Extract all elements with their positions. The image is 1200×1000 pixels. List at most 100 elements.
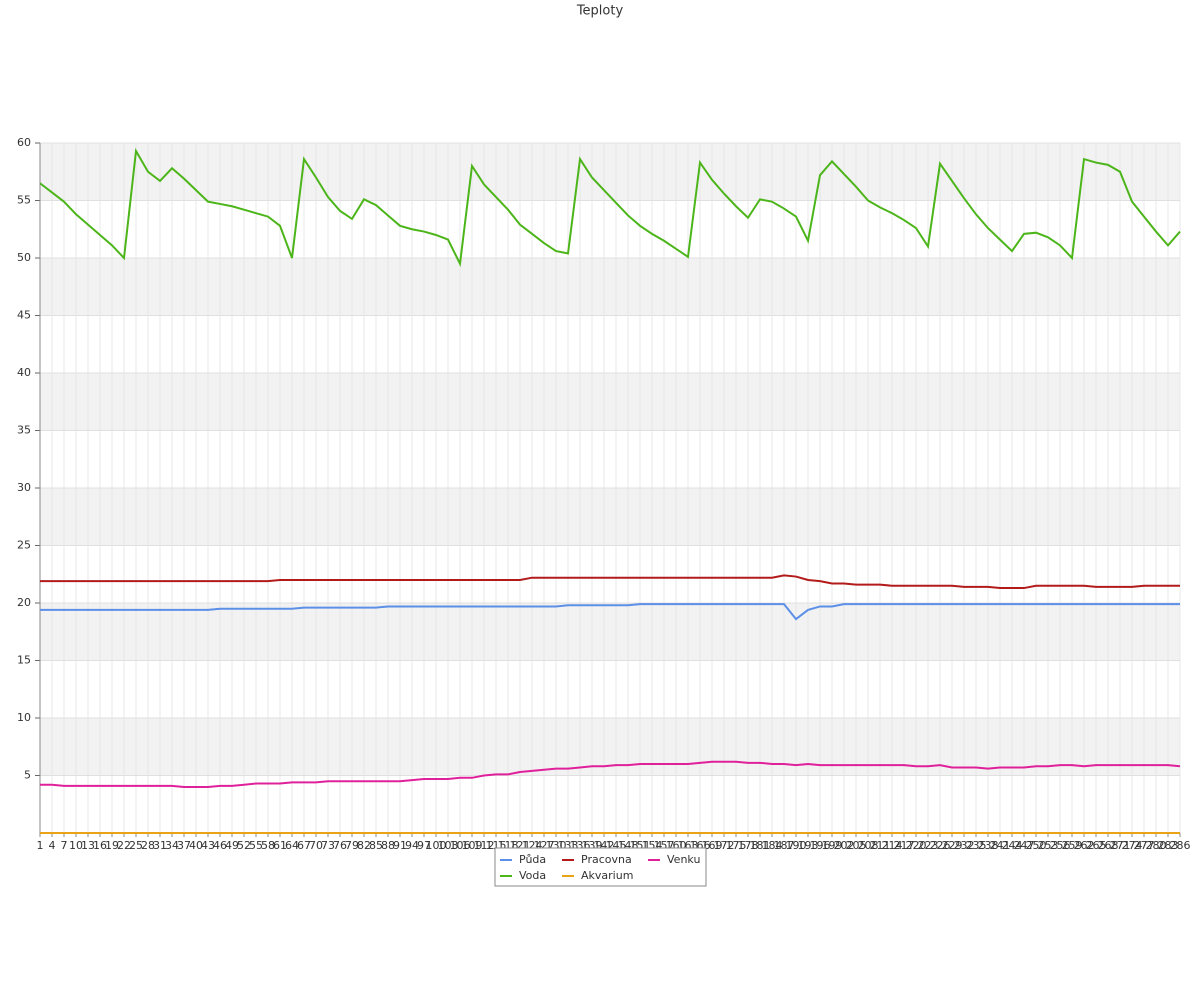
x-tick-label: 277 <box>1134 839 1155 852</box>
x-tick-label: 283 <box>1158 839 1179 852</box>
x-tick-label: 262 <box>1074 839 1095 852</box>
x-tick-label: 253 <box>1038 839 1059 852</box>
x-tick-label: 265 <box>1086 839 1107 852</box>
x-tick-label: 91 <box>393 839 407 852</box>
x-tick-label: 112 <box>474 839 495 852</box>
x-tick-label: 73 <box>321 839 335 852</box>
grid-band <box>40 373 1180 431</box>
x-tick-label: 70 <box>309 839 323 852</box>
x-tick-label: 286 <box>1170 839 1191 852</box>
line-series <box>40 574 1180 590</box>
y-tick-label: 40 <box>17 366 31 379</box>
x-tick-label: 52 <box>237 839 251 852</box>
x-tick-label: 103 <box>438 839 459 852</box>
x-tick-label: 247 <box>1014 839 1035 852</box>
grid-band <box>40 143 1180 201</box>
x-tick-label: 184 <box>762 839 783 852</box>
x-tick-label: 10 <box>69 839 83 852</box>
y-tick-label: 5 <box>24 769 31 782</box>
x-tick-label: 259 <box>1062 839 1083 852</box>
y-tick-label: 20 <box>17 596 31 609</box>
x-tick-label: 7 <box>61 839 68 852</box>
grid-band <box>40 603 1180 661</box>
legend-label: Pracovna <box>581 853 632 866</box>
x-tick-label: 169 <box>702 839 723 852</box>
x-tick-label: 94 <box>405 839 419 852</box>
grid-band <box>40 258 1180 316</box>
x-tick-label: 274 <box>1122 839 1143 852</box>
x-tick-label: 241 <box>990 839 1011 852</box>
x-tick-label: 187 <box>774 839 795 852</box>
x-tick-label: 1 <box>37 839 44 852</box>
x-tick-label: 64 <box>285 839 299 852</box>
x-tick-label: 205 <box>846 839 867 852</box>
chart-title: Teploty <box>576 4 624 19</box>
y-tick-label: 25 <box>17 539 31 552</box>
x-tick-label: 34 <box>165 839 179 852</box>
x-tick-label: 226 <box>930 839 951 852</box>
legend-label: Venku <box>667 853 700 866</box>
x-tick-label: 106 <box>450 839 471 852</box>
x-tick-label: 235 <box>966 839 987 852</box>
x-tick-label: 109 <box>462 839 483 852</box>
x-tick-label: 67 <box>297 839 311 852</box>
x-tick-label: 223 <box>918 839 939 852</box>
x-tick-label: 88 <box>381 839 395 852</box>
y-tick-label: 30 <box>17 481 31 494</box>
x-tick-label: 229 <box>942 839 963 852</box>
x-tick-label: 97 <box>417 839 431 852</box>
y-tick-label: 35 <box>17 424 31 437</box>
x-tick-label: 178 <box>738 839 759 852</box>
y-tick-label: 50 <box>17 251 31 264</box>
legend: Půda Voda Pracovna Akvarium Venku <box>494 847 707 887</box>
x-tick-label: 4 <box>49 839 56 852</box>
x-tick-label: 40 <box>189 839 203 852</box>
x-tick-label: 100 <box>426 839 447 852</box>
x-tick-label: 256 <box>1050 839 1071 852</box>
line-series <box>40 603 1180 621</box>
x-tick-label: 280 <box>1146 839 1167 852</box>
line-series <box>40 760 1181 788</box>
x-tick-label: 202 <box>834 839 855 852</box>
x-tick-label: 55 <box>249 839 263 852</box>
x-tick-label: 175 <box>726 839 747 852</box>
x-tick-label: 199 <box>822 839 843 852</box>
x-tick-label: 238 <box>978 839 999 852</box>
x-tick-label: 79 <box>345 839 359 852</box>
x-tick-label: 82 <box>357 839 371 852</box>
x-tick-label: 37 <box>177 839 191 852</box>
x-tick-label: 19 <box>105 839 119 852</box>
x-tick-label: 250 <box>1026 839 1047 852</box>
y-tick-label: 15 <box>17 654 31 667</box>
line-series <box>39 147 1181 268</box>
x-tick-label: 211 <box>870 839 891 852</box>
x-tick-label: 76 <box>333 839 347 852</box>
x-tick-label: 46 <box>213 839 227 852</box>
x-tick-label: 220 <box>906 839 927 852</box>
x-tick-label: 58 <box>261 839 275 852</box>
x-tick-label: 13 <box>81 839 95 852</box>
x-tick-label: 25 <box>129 839 143 852</box>
x-tick-label: 190 <box>786 839 807 852</box>
x-tick-label: 28 <box>141 839 155 852</box>
x-tick-label: 181 <box>750 839 771 852</box>
y-tick-label: 45 <box>17 309 31 322</box>
x-tick-label: 193 <box>798 839 819 852</box>
x-tick-label: 31 <box>153 839 167 852</box>
x-tick-label: 214 <box>882 839 903 852</box>
x-tick-label: 208 <box>858 839 879 852</box>
y-tick-label: 10 <box>17 711 31 724</box>
x-tick-label: 61 <box>273 839 287 852</box>
x-tick-label: 22 <box>117 839 131 852</box>
x-tick-label: 85 <box>369 839 383 852</box>
y-tick-label: 55 <box>17 194 31 207</box>
x-tick-label: 268 <box>1098 839 1119 852</box>
legend-box <box>494 847 707 887</box>
x-tick-label: 172 <box>714 839 735 852</box>
legend-label: Voda <box>519 869 546 882</box>
x-tick-label: 16 <box>93 839 107 852</box>
x-tick-label: 217 <box>894 839 915 852</box>
x-tick-label: 49 <box>225 839 239 852</box>
y-tick-label: 60 <box>17 136 31 149</box>
